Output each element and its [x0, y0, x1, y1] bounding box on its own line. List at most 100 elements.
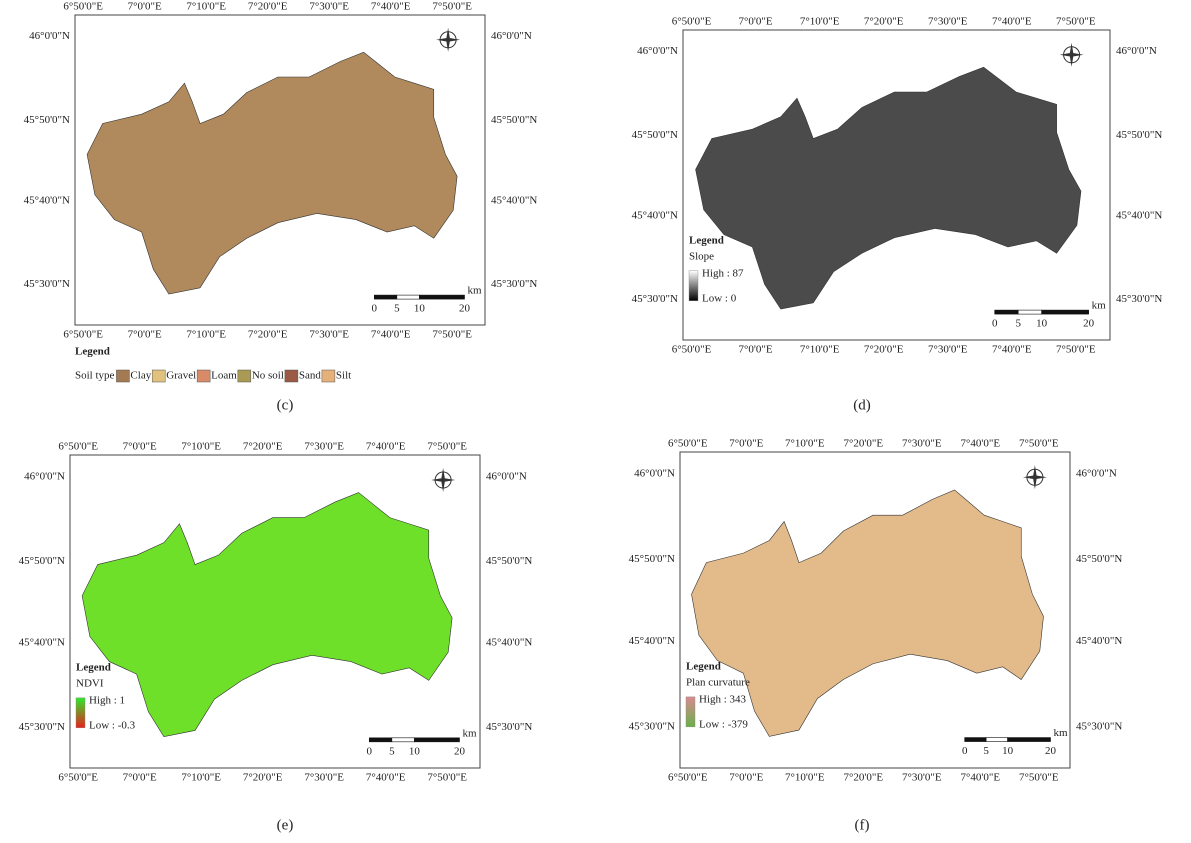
scale-label: 20 — [1083, 318, 1095, 330]
lon-label-bottom: 7°20'0"E — [844, 772, 884, 784]
lon-label-bottom: 7°20'0"E — [864, 344, 904, 356]
legend-swatch — [322, 370, 335, 382]
compass-star — [436, 28, 460, 52]
scale-label: 5 — [983, 745, 989, 757]
lon-label-top: 7°30'0"E — [309, 1, 349, 13]
lat-label-left: 45°40'0"N — [24, 195, 70, 207]
scale-label: 0 — [992, 318, 998, 330]
legend-high: High : 1 — [89, 694, 125, 706]
legend-ramp — [76, 698, 85, 728]
legend-ramp — [686, 697, 695, 727]
lon-label-bottom: 7°20'0"E — [248, 329, 288, 341]
lat-label-right: 45°40'0"N — [1076, 635, 1122, 647]
lat-label-left: 45°50'0"N — [629, 553, 675, 565]
lon-label-bottom: 7°0'0"E — [739, 344, 773, 356]
lat-label-left: 45°40'0"N — [19, 636, 65, 648]
lon-label-top: 7°20'0"E — [864, 16, 904, 28]
lat-label-right: 45°30'0"N — [1076, 720, 1122, 732]
lon-label-bottom: 7°0'0"E — [123, 772, 157, 784]
lon-label-bottom: 7°30'0"E — [304, 772, 344, 784]
region — [82, 493, 452, 737]
scale-label: 10 — [1002, 745, 1014, 757]
lat-label-right: 45°50'0"N — [1116, 129, 1162, 141]
lon-label-top: 7°10'0"E — [800, 16, 840, 28]
scale-label: 20 — [454, 745, 466, 757]
lon-label-top: 7°20'0"E — [248, 1, 288, 13]
scale-label: 10 — [414, 303, 426, 315]
scale-segment — [369, 738, 392, 742]
lat-label-right: 45°50'0"N — [486, 555, 532, 567]
lon-label-bottom: 7°20'0"E — [243, 772, 283, 784]
legend-title: Legend — [76, 661, 111, 673]
lon-label-bottom: 6°50'0"E — [58, 772, 98, 784]
legend-item: Gravel — [166, 370, 196, 382]
lat-label-right: 45°40'0"N — [1116, 210, 1162, 222]
lon-label-top: 7°40'0"E — [366, 441, 406, 453]
scale-unit: km — [468, 285, 483, 297]
legend-label: Slope — [689, 250, 714, 262]
lon-label-bottom: 7°30'0"E — [902, 772, 942, 784]
scale-segment — [1042, 310, 1089, 314]
lat-label-right: 45°50'0"N — [491, 114, 537, 126]
compass-star — [1060, 43, 1084, 67]
scale-label: 0 — [372, 303, 378, 315]
lat-label-left: 45°30'0"N — [19, 721, 65, 733]
legend-item: Clay — [130, 370, 151, 382]
legend-low: Low : -0.3 — [89, 719, 136, 731]
lon-label-bottom: 7°50'0"E — [427, 772, 467, 784]
lon-label-top: 7°50'0"E — [1056, 16, 1096, 28]
lon-label-top: 7°30'0"E — [902, 438, 942, 450]
scale-label: 10 — [1036, 318, 1048, 330]
legend-ramp — [689, 271, 698, 301]
lon-label-bottom: 6°50'0"E — [672, 344, 712, 356]
lat-label-right: 46°0'0"N — [491, 30, 532, 42]
lat-label-right: 45°30'0"N — [1116, 293, 1162, 305]
lat-label-right: 46°0'0"N — [1116, 45, 1157, 57]
caption: (d) — [853, 397, 871, 413]
lon-label-bottom: 7°30'0"E — [928, 344, 968, 356]
lat-label-left: 46°0'0"N — [29, 30, 70, 42]
lon-label-top: 6°50'0"E — [672, 16, 712, 28]
lat-label-left: 45°50'0"N — [24, 114, 70, 126]
lat-label-left: 45°40'0"N — [629, 635, 675, 647]
caption: (f) — [855, 817, 870, 833]
lat-label-right: 45°50'0"N — [1076, 553, 1122, 565]
legend-label: NDVI — [76, 677, 104, 689]
lon-label-bottom: 7°50'0"E — [1019, 772, 1059, 784]
legend-item: No soil — [252, 370, 284, 382]
lat-label-left: 46°0'0"N — [637, 45, 678, 57]
scale-segment — [374, 295, 397, 299]
scale-segment — [1018, 310, 1041, 314]
legend-item: Silt — [336, 370, 351, 382]
legend-title: Legend — [75, 346, 110, 358]
lon-label-bottom: 7°50'0"E — [1056, 344, 1096, 356]
lon-label-bottom: 6°50'0"E — [668, 772, 708, 784]
scale-unit: km — [1092, 300, 1107, 312]
lat-label-left: 46°0'0"N — [634, 468, 675, 480]
lon-label-top: 7°30'0"E — [928, 16, 968, 28]
lat-label-left: 45°30'0"N — [629, 720, 675, 732]
legend-low: Low : 0 — [702, 292, 737, 304]
scale-label: 5 — [389, 745, 395, 757]
lon-label-top: 7°0'0"E — [729, 438, 763, 450]
lon-label-top: 7°40'0"E — [992, 16, 1032, 28]
lon-label-top: 7°0'0"E — [123, 441, 157, 453]
legend-item: Sand — [299, 370, 322, 382]
scale-label: 20 — [1045, 745, 1057, 757]
lat-label-right: 45°40'0"N — [486, 636, 532, 648]
scale-label: 20 — [459, 303, 471, 315]
caption: (e) — [277, 817, 294, 833]
lon-label-bottom: 7°40'0"E — [992, 344, 1032, 356]
figure: 6°50'0"E 6°50'0"E 7°0'0"E 7°0'0"E 7°10'0"E 7°… — [0, 0, 1191, 843]
legend-label: Soil type — [75, 370, 115, 382]
scale-label: 5 — [394, 303, 400, 315]
legend-title: Legend — [686, 660, 721, 672]
scale-segment — [392, 738, 415, 742]
lon-label-bottom: 6°50'0"E — [63, 329, 103, 341]
lon-label-bottom: 7°10'0"E — [800, 344, 840, 356]
lon-label-top: 7°40'0"E — [371, 1, 411, 13]
scale-segment — [397, 295, 420, 299]
lon-label-top: 7°50'0"E — [1019, 438, 1059, 450]
scale-label: 10 — [409, 745, 421, 757]
lon-label-top: 7°0'0"E — [128, 1, 162, 13]
